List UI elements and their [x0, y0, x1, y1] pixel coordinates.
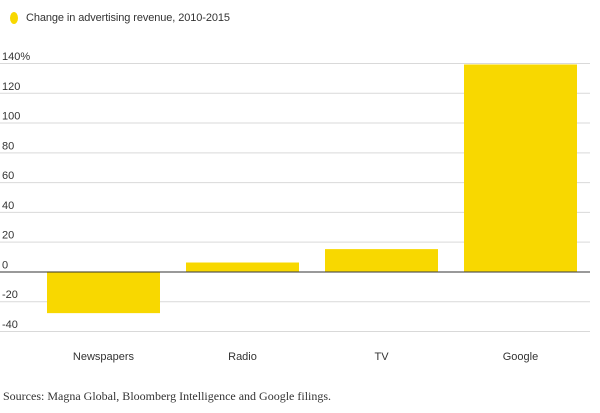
- y-tick-label: 120: [2, 81, 20, 93]
- y-tick-label: 80: [2, 140, 14, 152]
- y-tick-label: 0: [2, 259, 8, 271]
- x-tick-label: Radio: [228, 351, 257, 363]
- source-note: Sources: Magna Global, Bloomberg Intelli…: [3, 389, 332, 403]
- x-tick-label: Google: [503, 351, 538, 363]
- legend-label: Change in advertising revenue, 2010-2015: [26, 12, 230, 24]
- y-tick-label: 140%: [2, 51, 30, 63]
- y-tick-label: 60: [2, 170, 14, 182]
- y-tick-label: 100: [2, 111, 20, 123]
- bar-radio: [186, 262, 299, 272]
- y-tick-label: -40: [2, 319, 18, 331]
- x-tick-label: Newspapers: [73, 351, 135, 363]
- y-tick-label: -20: [2, 289, 18, 301]
- bar-google: [464, 64, 577, 272]
- y-tick-label: 20: [2, 230, 14, 242]
- y-tick-label: 40: [2, 200, 14, 212]
- x-tick-label: TV: [374, 351, 389, 363]
- bar-newspapers: [47, 271, 160, 314]
- bar-chart: -40 -20 0 20 40 60 80 100 120 140% Newspapers Radio…: [0, 51, 590, 363]
- bar-tv: [325, 249, 438, 272]
- legend: Change in advertising revenue, 2010-2015: [10, 11, 230, 25]
- legend-swatch: [10, 12, 18, 24]
